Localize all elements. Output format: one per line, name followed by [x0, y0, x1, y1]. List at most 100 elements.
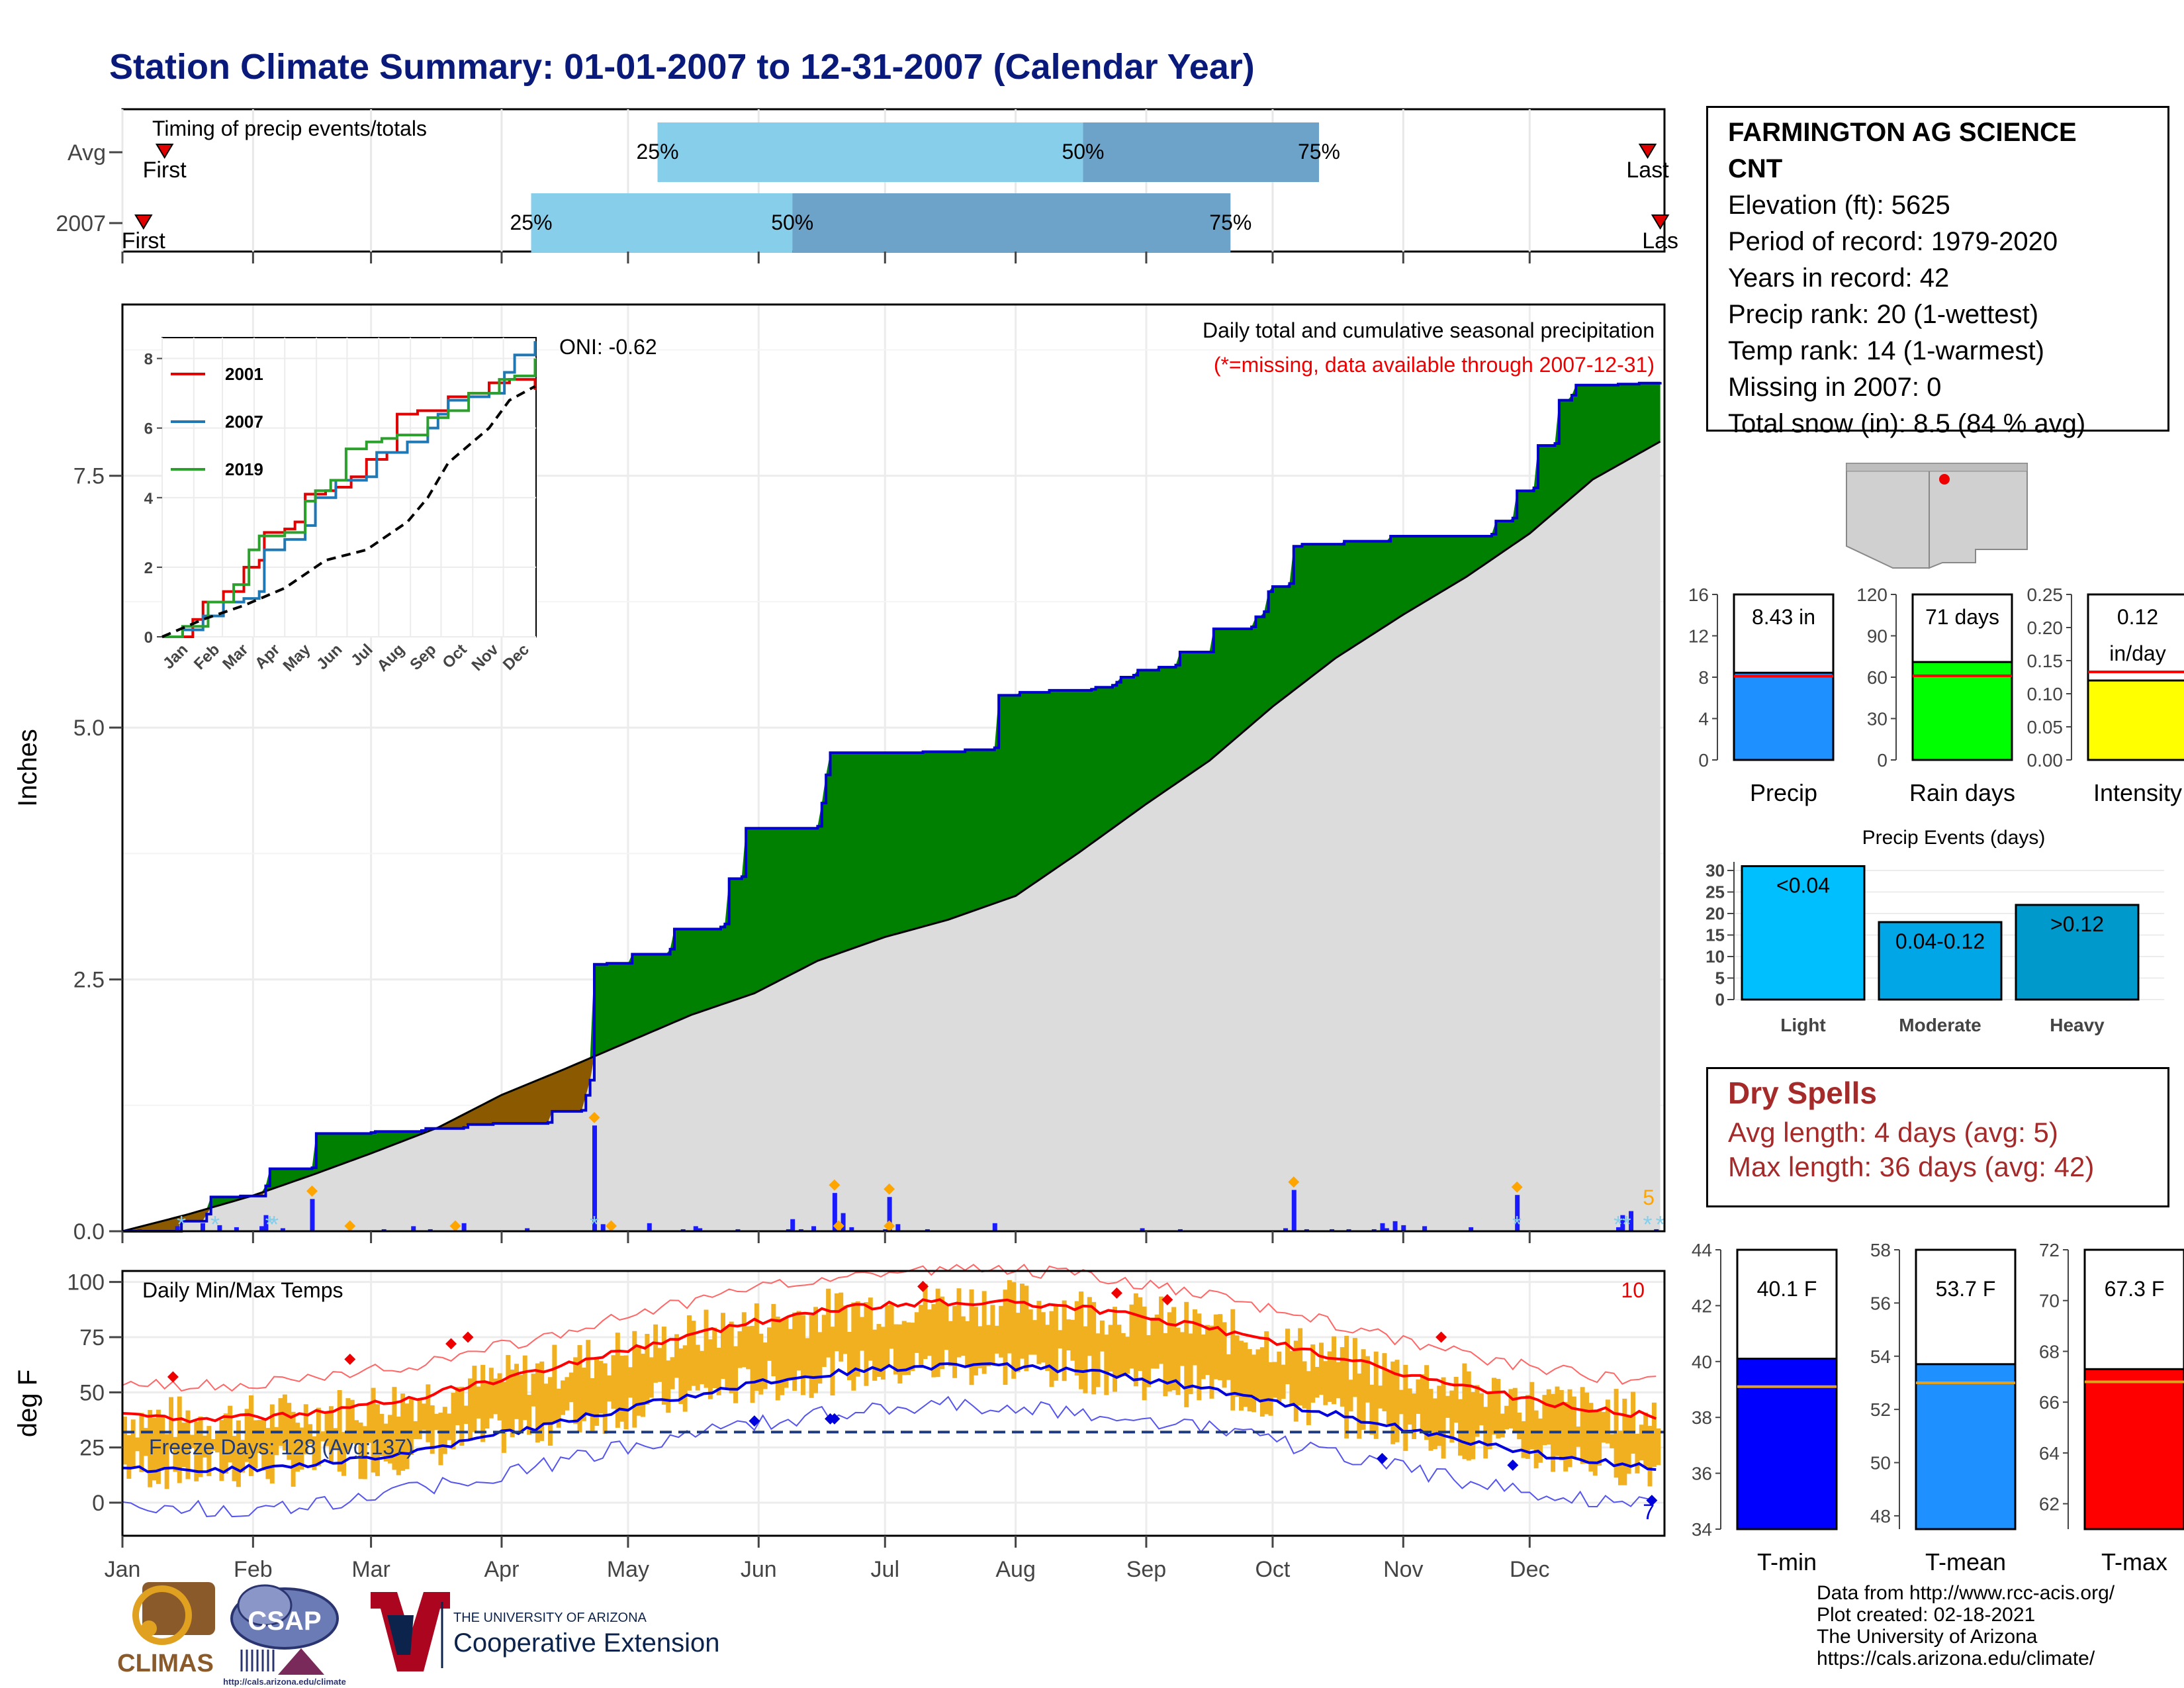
daily-precip-bar	[680, 1229, 686, 1231]
daily-temp-bar	[758, 1333, 764, 1395]
snow-marker: *	[210, 1211, 220, 1238]
daily-temp-bar	[598, 1360, 604, 1414]
daily-temp-bar	[228, 1405, 233, 1463]
daily-temp-bar	[999, 1305, 1004, 1358]
daily-temp-bar	[1378, 1385, 1383, 1409]
daily-temp-bar	[919, 1305, 924, 1366]
daily-temp-bar	[632, 1331, 637, 1428]
daily-temp-bar	[581, 1368, 586, 1421]
record-high-marker	[1435, 1331, 1447, 1343]
month-label: Jun	[741, 1557, 777, 1582]
panel-ytick: 0.10	[2027, 684, 2064, 704]
panel-label: T-min	[1757, 1548, 1817, 1575]
credits: Data from http://www.rcc-acis.org/ Plot …	[1817, 1582, 2115, 1669]
credit-line: https://cals.arizona.edu/climate/	[1817, 1648, 2095, 1669]
daily-temp-bar	[1567, 1389, 1572, 1468]
avg-max-line	[122, 1298, 1657, 1424]
daily-temp-bar	[986, 1325, 991, 1366]
daily-temp-bar	[1323, 1361, 1328, 1405]
daily-temp-bar	[1007, 1280, 1012, 1354]
panel-ytick: 48	[1870, 1506, 1891, 1526]
panel-value: 8.43 in	[1752, 605, 1815, 629]
daily-temp-bar	[851, 1302, 856, 1391]
station-elevation: Elevation (ft): 5625	[1728, 191, 1950, 220]
daily-temp-bar	[1175, 1327, 1181, 1395]
daily-temp-bar	[240, 1440, 246, 1473]
panel-value: 71 days	[1925, 605, 1999, 629]
daily-temp-bar	[547, 1377, 553, 1446]
daily-temp-bar	[935, 1288, 940, 1378]
daily-temp-bar	[1289, 1350, 1295, 1405]
snow-marker: *	[1622, 1211, 1631, 1238]
daily-temp-bar	[1521, 1421, 1526, 1458]
daily-temp-bar	[594, 1358, 599, 1426]
precip-ytick: 2.5	[73, 968, 105, 993]
month-label: Apr	[484, 1557, 519, 1582]
precip-ytick: 7.5	[73, 464, 105, 489]
daily-temp-bar	[1129, 1304, 1134, 1369]
temps-ytick: 50	[79, 1380, 105, 1405]
daily-temp-bar	[539, 1361, 545, 1441]
daily-temp-bar	[1293, 1340, 1298, 1422]
events-ytick: 5	[1715, 968, 1725, 988]
csap-url: http://cals.arizona.edu/climate	[223, 1677, 346, 1687]
avg-cumulative-area	[122, 441, 1661, 1232]
record-high-marker	[462, 1331, 474, 1343]
panel-ytick: 0.00	[2027, 750, 2064, 771]
daily-temp-bar	[615, 1333, 620, 1428]
daily-temp-bar	[973, 1307, 978, 1376]
events-bar	[1741, 865, 1866, 1001]
daily-precip-bar	[1515, 1195, 1520, 1231]
daily-precip-bar	[883, 1229, 888, 1231]
daily-temp-bar	[1302, 1361, 1307, 1409]
ua-logo-line2: Cooperative Extension	[453, 1628, 719, 1658]
max-marker	[605, 1220, 617, 1232]
temps-frame	[121, 1270, 1666, 1537]
panel-label: Intensity	[2093, 779, 2182, 806]
daily-temp-bar	[1024, 1286, 1029, 1372]
daily-temp-bar	[834, 1293, 839, 1352]
temps-ytick: 0	[92, 1491, 105, 1516]
precip-frame	[121, 303, 1666, 1233]
daily-temp-bar	[257, 1420, 262, 1454]
daily-temp-bar	[1647, 1426, 1653, 1487]
panel-ytick: 70	[2039, 1291, 2060, 1311]
panel-ytick: 40	[1692, 1352, 1712, 1372]
panel-ytick: 12	[1688, 626, 1709, 647]
daily-temp-bar	[1310, 1344, 1316, 1403]
daily-temp-bar	[1306, 1371, 1311, 1425]
daily-temp-bar	[135, 1437, 140, 1452]
station-name-cont: CNT	[1728, 154, 1783, 183]
daily-temp-bar	[1610, 1434, 1615, 1448]
record-low-marker	[1646, 1495, 1658, 1507]
daily-temp-bar	[476, 1386, 481, 1419]
panel-label: Rain days	[1909, 779, 2015, 806]
daily-temp-bar	[447, 1413, 452, 1440]
daily-temp-bar	[809, 1315, 814, 1398]
daily-precip-bar	[1291, 1190, 1297, 1231]
daily-temp-bar	[1192, 1309, 1197, 1366]
panel-ytick: 56	[1870, 1293, 1891, 1313]
daily-temp-bar	[1074, 1301, 1079, 1376]
daily-temp-bar	[1496, 1379, 1501, 1438]
daily-temp-bar	[1352, 1338, 1357, 1397]
daily-temp-bar	[160, 1415, 165, 1470]
daily-temp-bar	[438, 1413, 443, 1466]
station-years: Years in record: 42	[1728, 263, 1950, 293]
daily-temp-bar	[408, 1399, 414, 1455]
daily-precip-bar	[786, 1229, 791, 1231]
station-location-dot	[1939, 474, 1950, 485]
daily-temp-bar	[1268, 1362, 1273, 1416]
daily-temp-bar	[645, 1334, 650, 1405]
climas-logo-text: CLIMAS	[117, 1650, 214, 1677]
events-bar	[1878, 921, 2003, 1001]
daily-temp-bar	[1045, 1325, 1050, 1371]
daily-temp-bar	[1222, 1322, 1227, 1388]
daily-precip-bar	[1304, 1229, 1309, 1231]
daily-precip-bar	[1346, 1229, 1351, 1231]
daily-temp-bar	[821, 1315, 827, 1368]
daily-temp-bar	[421, 1403, 426, 1430]
daily-temp-bar	[682, 1345, 688, 1412]
max-marker	[1288, 1176, 1300, 1188]
credit-line: The University of Arizona	[1817, 1626, 2038, 1648]
